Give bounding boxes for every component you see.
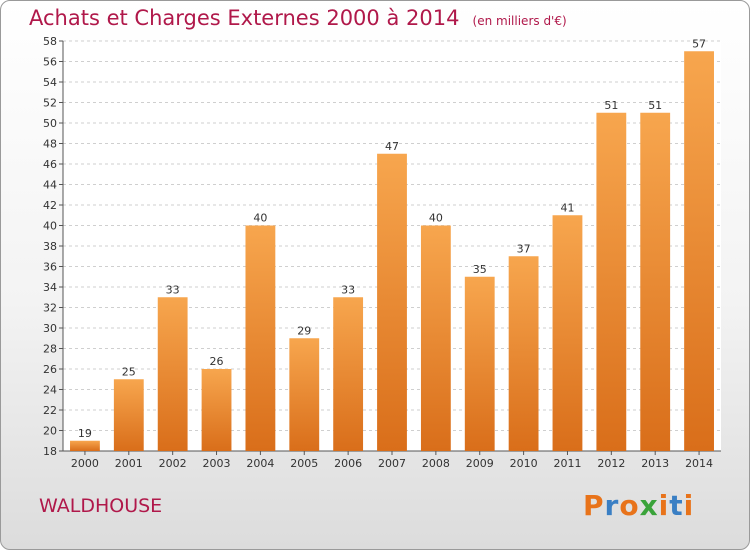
y-tick-label: 46 — [43, 158, 57, 171]
bar — [420, 225, 451, 451]
bar — [113, 379, 144, 451]
value-label: 51 — [604, 99, 618, 112]
x-tick-label: 2002 — [159, 457, 187, 470]
proxiti-logo: Proxiti — [583, 489, 694, 522]
y-tick-label: 44 — [43, 179, 57, 192]
x-tick-label: 2010 — [510, 457, 538, 470]
logo-letter: r — [604, 489, 620, 522]
y-tick-label: 18 — [43, 445, 57, 458]
bar — [201, 369, 232, 451]
y-tick-label: 38 — [43, 240, 57, 253]
logo-letter: P — [583, 489, 605, 522]
y-tick-label: 42 — [43, 199, 57, 212]
unit-text: (en milliers d'€) — [472, 14, 567, 28]
value-label: 26 — [210, 355, 224, 368]
bar — [245, 225, 276, 451]
x-tick-label: 2008 — [422, 457, 450, 470]
value-label: 35 — [473, 263, 487, 276]
x-tick-label: 2004 — [246, 457, 274, 470]
value-label: 25 — [122, 365, 136, 378]
y-tick-label: 26 — [43, 363, 57, 376]
value-label: 57 — [692, 37, 706, 50]
x-tick-label: 2011 — [553, 457, 581, 470]
x-tick-label: 2005 — [290, 457, 318, 470]
x-tick-label: 2013 — [641, 457, 669, 470]
x-tick-label: 2006 — [334, 457, 362, 470]
bar — [289, 338, 320, 451]
value-label: 40 — [253, 212, 267, 225]
y-tick-label: 20 — [43, 425, 57, 438]
value-label: 37 — [517, 242, 531, 255]
y-tick-label: 30 — [43, 322, 57, 335]
x-tick-label: 2003 — [203, 457, 231, 470]
y-tick-label: 58 — [43, 35, 57, 48]
y-tick-label: 34 — [43, 281, 57, 294]
x-tick-label: 2000 — [71, 457, 99, 470]
value-label: 51 — [648, 99, 662, 112]
value-label: 33 — [341, 283, 355, 296]
logo-letter: i — [683, 489, 695, 522]
chart-title: Achats et Charges Externes 2000 à 2014 (… — [29, 6, 567, 30]
value-label: 29 — [297, 324, 311, 337]
y-tick-label: 40 — [43, 220, 57, 233]
bar — [508, 256, 539, 451]
y-tick-label: 56 — [43, 56, 57, 69]
value-label: 41 — [560, 201, 574, 214]
x-tick-label: 2014 — [685, 457, 713, 470]
y-tick-label: 24 — [43, 384, 57, 397]
y-tick-label: 28 — [43, 343, 57, 356]
commune-name: WALDHOUSE — [39, 495, 163, 517]
y-tick-label: 32 — [43, 302, 57, 315]
y-tick-label: 50 — [43, 117, 57, 130]
y-tick-label: 22 — [43, 404, 57, 417]
x-tick-label: 2007 — [378, 457, 406, 470]
value-label: 40 — [429, 212, 443, 225]
logo-letter: x — [639, 489, 659, 522]
bar — [157, 297, 188, 451]
value-label: 19 — [78, 427, 92, 440]
y-tick-label: 52 — [43, 97, 57, 110]
bar — [70, 440, 100, 451]
bar — [684, 51, 714, 451]
bar — [464, 276, 495, 451]
x-tick-label: 2009 — [466, 457, 494, 470]
x-tick-label: 2012 — [597, 457, 625, 470]
value-label: 47 — [385, 140, 399, 153]
value-label: 33 — [166, 283, 180, 296]
bar — [640, 112, 671, 451]
bar — [333, 297, 364, 451]
x-tick-label: 2001 — [115, 457, 143, 470]
title-text: Achats et Charges Externes 2000 à 2014 — [29, 6, 460, 30]
logo-letter: t — [669, 489, 684, 522]
bar — [596, 112, 627, 451]
bar — [552, 215, 583, 451]
y-tick-label: 54 — [43, 76, 57, 89]
logo-letter: o — [619, 489, 640, 522]
logo-letter: i — [658, 489, 670, 522]
y-tick-label: 36 — [43, 261, 57, 274]
bar — [377, 153, 407, 451]
y-tick-label: 48 — [43, 138, 57, 151]
